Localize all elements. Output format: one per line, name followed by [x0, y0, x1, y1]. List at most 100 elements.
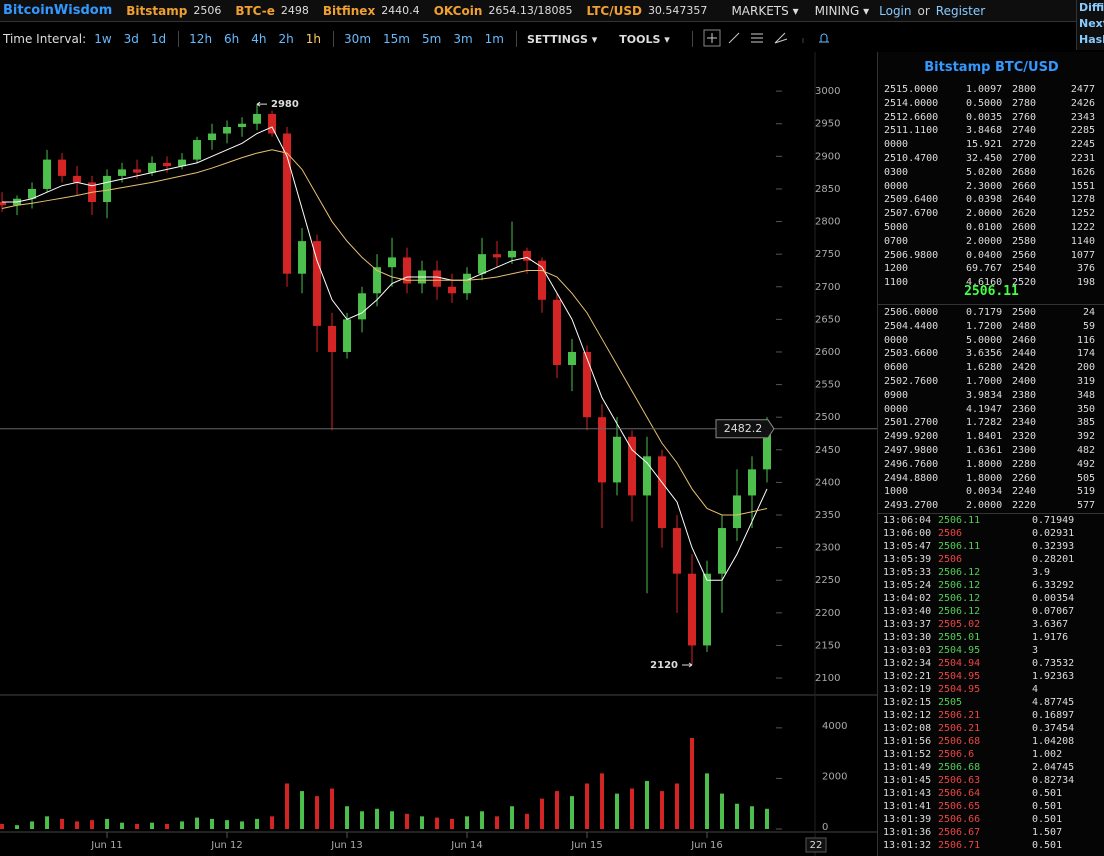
orderbook-cell: 59	[1082, 320, 1095, 332]
interval[interactable]: 3m	[453, 32, 473, 46]
interval[interactable]: 1m	[484, 32, 504, 46]
separator	[333, 31, 335, 47]
orderbook-cell: 2500	[1012, 307, 1037, 318]
y-tick-label: 2200	[815, 608, 840, 619]
orderbook-cell: 319	[1076, 376, 1095, 387]
edge-link[interactable]: Hash	[1079, 33, 1104, 46]
candle-body	[178, 159, 187, 167]
market-price: 2654.13/18085	[488, 4, 573, 17]
orderbook-cell: 2360	[1012, 403, 1037, 415]
top-nav: BitcoinWisdom Bitstamp 2506 BTC-e 2498 Bitfi…	[0, 0, 1104, 22]
market-price: 30.547357	[647, 4, 708, 17]
orderbook-cell: 2493.2700	[884, 500, 939, 512]
orderbook-cell: 174	[1076, 348, 1095, 360]
candle-body	[208, 133, 217, 141]
candle-body	[463, 273, 472, 294]
brand[interactable]: BitcoinWisdom	[3, 3, 113, 18]
orderbook-cell: 2.3000	[966, 180, 1003, 192]
candle-body	[193, 140, 202, 160]
market-name[interactable]: BTC-e	[235, 3, 275, 18]
x-tick-label: Jun 11	[90, 840, 123, 851]
volume-bar	[360, 811, 365, 829]
candle-body	[133, 169, 142, 173]
trade-amount: 3.9	[1032, 567, 1051, 578]
interval[interactable]: 30m	[344, 32, 372, 46]
volume-bar	[465, 816, 470, 829]
volume-bar	[720, 793, 725, 829]
interval[interactable]: 15m	[383, 32, 410, 46]
candle-body	[658, 456, 667, 529]
market-name[interactable]: OKCoin	[433, 3, 483, 18]
trade-amount: 0.501	[1032, 840, 1063, 851]
edge-link[interactable]: Diffic	[1079, 1, 1104, 14]
orderbook-cell: 2780	[1012, 97, 1037, 109]
interval[interactable]: 2h	[278, 32, 294, 46]
trade-amount: 0.501	[1032, 814, 1063, 825]
market-name[interactable]: Bitfinex	[322, 3, 376, 18]
trade-row: 13:01:52 2506.6 1.002	[878, 748, 1104, 761]
orderbook-cell: 1.7282	[966, 417, 1003, 429]
orderbook-row: 2506.9800 0.0400 2560 1077	[878, 249, 1104, 262]
interval[interactable]: 3d	[123, 32, 139, 46]
orderbook-row: 0700 2.0000 2580 1140	[878, 235, 1104, 248]
trade-price: 2506.63	[938, 775, 981, 786]
volume-bar	[705, 773, 710, 829]
y-tick-label: 2150	[815, 640, 840, 651]
mid-price: 2506.11	[964, 284, 1019, 299]
interval[interactable]: 1d	[150, 32, 167, 46]
orderbook-cell: 4.6160	[966, 277, 1003, 289]
orderbook-cell: 2496.7600	[884, 458, 939, 470]
tools-menu[interactable]: TOOLS	[619, 33, 670, 46]
settings-menu[interactable]: SETTINGS	[527, 33, 597, 46]
trade-time: 13:02:21	[883, 671, 932, 682]
trade-time: 13:05:33	[883, 567, 932, 578]
candle-body	[568, 351, 577, 366]
orderbook-cell: 577	[1076, 500, 1095, 512]
orderbook-cell: 2504.4400	[884, 320, 939, 332]
trade-amount: 0.00354	[1032, 593, 1075, 604]
volume-bar	[90, 820, 95, 829]
interval[interactable]: 6h	[224, 32, 240, 46]
interval[interactable]: 5m	[421, 32, 442, 46]
menu[interactable]: MINING	[815, 4, 870, 18]
orderbook-cell: 376	[1076, 263, 1095, 275]
corner-label: 22	[810, 840, 823, 851]
trade-time: 13:01:43	[883, 788, 932, 799]
interval[interactable]: 12h	[189, 32, 213, 46]
edge-link[interactable]: Next	[1079, 17, 1104, 30]
divider	[878, 513, 1104, 514]
orderbook-cell: 2440	[1012, 348, 1037, 360]
menu[interactable]: MARKETS	[731, 4, 798, 18]
candle-body	[238, 123, 247, 127]
login[interactable]: Login	[879, 3, 912, 18]
trade-price: 2505	[938, 697, 963, 708]
last-price-label: 2482.2	[724, 422, 763, 435]
divider	[878, 304, 1104, 305]
trade-row: 13:03:40 2506.12 0.07067	[878, 605, 1104, 618]
volume-bar	[30, 821, 35, 829]
trade-price: 2506.11	[938, 515, 981, 526]
trade-time: 13:03:37	[883, 619, 932, 630]
orderbook-cell: 0.0100	[966, 222, 1003, 233]
orderbook-row: 5000 0.0100 2600 1222	[878, 221, 1104, 234]
register[interactable]: Register	[935, 3, 986, 18]
interval[interactable]: 1h	[305, 32, 322, 46]
interval[interactable]: 4h	[251, 32, 267, 46]
candle-body	[553, 299, 562, 366]
interval[interactable]: 1w	[94, 32, 112, 46]
trade-row: 13:01:49 2506.68 2.04745	[878, 761, 1104, 774]
tool-icons[interactable]	[703, 29, 833, 47]
candle-body	[328, 325, 337, 352]
market-name[interactable]: Bitstamp	[126, 3, 188, 18]
x-tick-label: Jun 16	[690, 840, 723, 851]
volume-bar	[315, 796, 320, 829]
market-name[interactable]: LTC/USD	[586, 3, 642, 18]
candle-body	[0, 201, 7, 206]
candle-body	[103, 175, 112, 202]
trade-price: 2506.12	[938, 567, 981, 578]
orderbook-cell: 2640	[1012, 194, 1037, 206]
candle-body	[628, 436, 637, 496]
orderbook-row: 2497.9800 1.6361 2300 482	[878, 444, 1104, 457]
orderbook-cell: 0.0400	[966, 249, 1003, 261]
volume-bar	[60, 818, 65, 829]
